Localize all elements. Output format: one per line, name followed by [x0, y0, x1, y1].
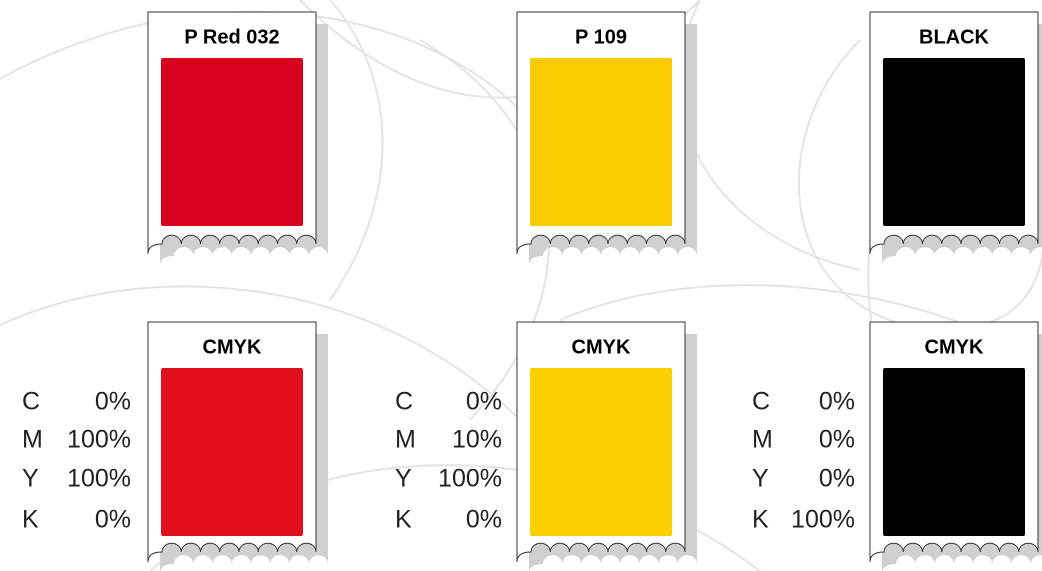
swatch-card: CMYK [148, 322, 328, 571]
color-swatch [530, 58, 672, 226]
cmyk-letter: K [752, 506, 769, 534]
cmyk-value: 0% [95, 388, 131, 416]
card-label: P Red 032 [184, 26, 279, 48]
cmyk-letter: Y [752, 465, 769, 493]
cmyk-letter: M [395, 426, 416, 454]
cmyk-value: 100% [438, 465, 502, 493]
cmyk-letter: Y [395, 465, 412, 493]
cmyk-value: 0% [819, 465, 855, 493]
cmyk-letter: C [22, 388, 40, 416]
cmyk-letter: Y [22, 465, 39, 493]
swatch-card: P Red 032 [148, 12, 328, 266]
cmyk-value: 0% [819, 388, 855, 416]
color-swatch [161, 58, 303, 226]
page: P Red 032P 109BLACKCMYKC0%M100%Y100%K0%C… [0, 0, 1042, 571]
card-label: CMYK [203, 336, 262, 358]
card-label: CMYK [572, 336, 631, 358]
cmyk-value: 0% [466, 506, 502, 534]
cmyk-letter: K [22, 506, 39, 534]
cmyk-value: 0% [95, 506, 131, 534]
cmyk-value: 0% [819, 426, 855, 454]
color-swatch [883, 58, 1025, 226]
cmyk-letter: M [22, 426, 43, 454]
card-label: CMYK [925, 336, 984, 358]
color-swatch [530, 368, 672, 536]
cmyk-letter: M [752, 426, 773, 454]
swatch-card: CMYK [517, 322, 697, 571]
cmyk-letter: K [395, 506, 412, 534]
cmyk-value: 0% [466, 388, 502, 416]
color-swatch [883, 368, 1025, 536]
cmyk-value: 100% [791, 506, 855, 534]
cmyk-value: 100% [67, 426, 131, 454]
swatch-card: BLACK [870, 12, 1042, 266]
card-label: P 109 [575, 26, 627, 48]
cmyk-letter: C [752, 388, 770, 416]
card-label: BLACK [919, 26, 990, 48]
color-swatch [161, 368, 303, 536]
cmyk-letter: C [395, 388, 413, 416]
swatch-card: P 109 [517, 12, 697, 266]
swatch-card: CMYK [870, 322, 1042, 571]
cmyk-value: 10% [452, 426, 502, 454]
cmyk-value: 100% [67, 465, 131, 493]
